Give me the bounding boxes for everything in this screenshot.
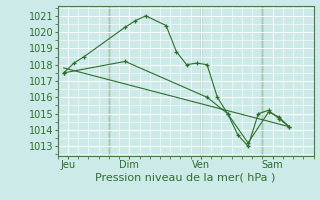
X-axis label: Pression niveau de la mer( hPa ): Pression niveau de la mer( hPa ) [95, 173, 276, 183]
